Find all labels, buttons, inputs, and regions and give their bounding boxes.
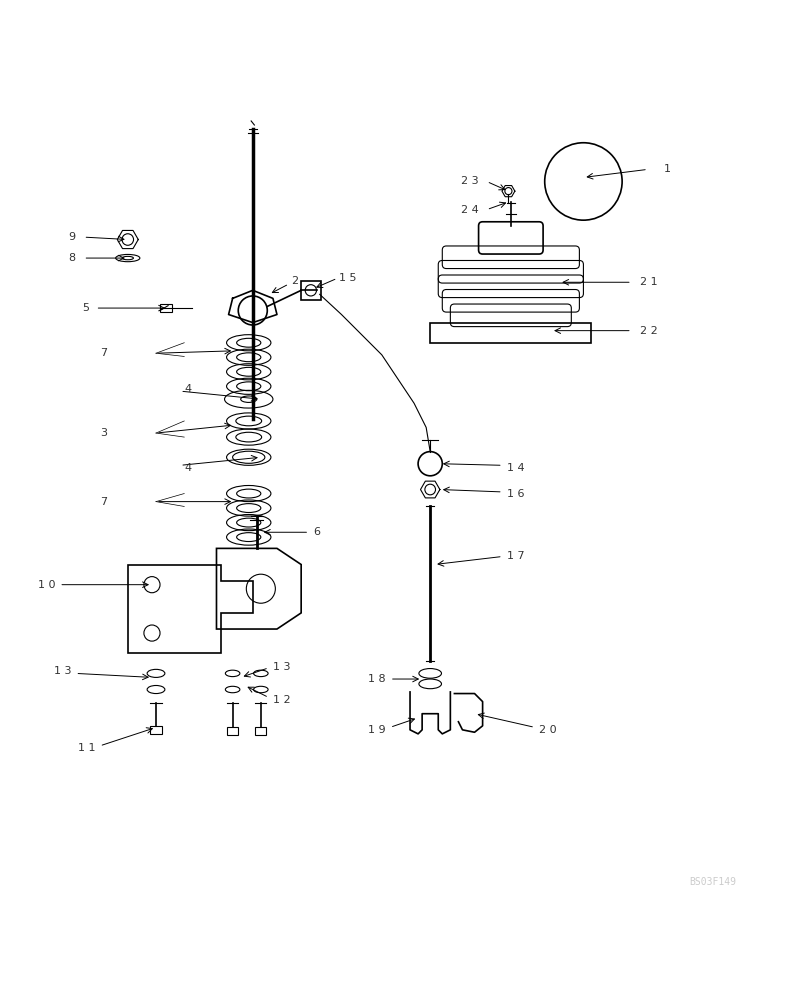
Text: 1 7: 1 7 [506, 551, 524, 561]
Text: 2 3: 2 3 [461, 176, 478, 186]
Text: 1: 1 [663, 164, 670, 174]
Text: 2 4: 2 4 [461, 205, 478, 215]
Text: 4: 4 [184, 463, 191, 473]
Text: 4: 4 [184, 384, 191, 394]
Text: 1 0: 1 0 [37, 580, 55, 590]
Text: 1 8: 1 8 [367, 674, 385, 684]
Text: 2 0: 2 0 [539, 725, 556, 735]
Text: 1 2: 1 2 [272, 695, 290, 705]
Text: 3: 3 [101, 428, 108, 438]
Text: 7: 7 [101, 497, 108, 507]
Text: 2: 2 [290, 276, 298, 286]
Text: 1 3: 1 3 [54, 666, 71, 676]
Text: 2 1: 2 1 [639, 277, 657, 287]
Text: 1 9: 1 9 [367, 725, 385, 735]
Text: 6: 6 [313, 527, 320, 537]
Text: 1 1: 1 1 [78, 743, 96, 753]
Text: 1 5: 1 5 [339, 273, 356, 283]
Text: 2 2: 2 2 [639, 326, 657, 336]
Text: 1 4: 1 4 [506, 463, 524, 473]
Text: 1 6: 1 6 [506, 489, 524, 499]
Text: 5: 5 [82, 303, 89, 313]
Text: 9: 9 [68, 232, 75, 242]
Text: 1 3: 1 3 [272, 662, 290, 672]
Text: 7: 7 [101, 348, 108, 358]
Text: 8: 8 [68, 253, 75, 263]
Text: BS03F149: BS03F149 [688, 877, 735, 887]
